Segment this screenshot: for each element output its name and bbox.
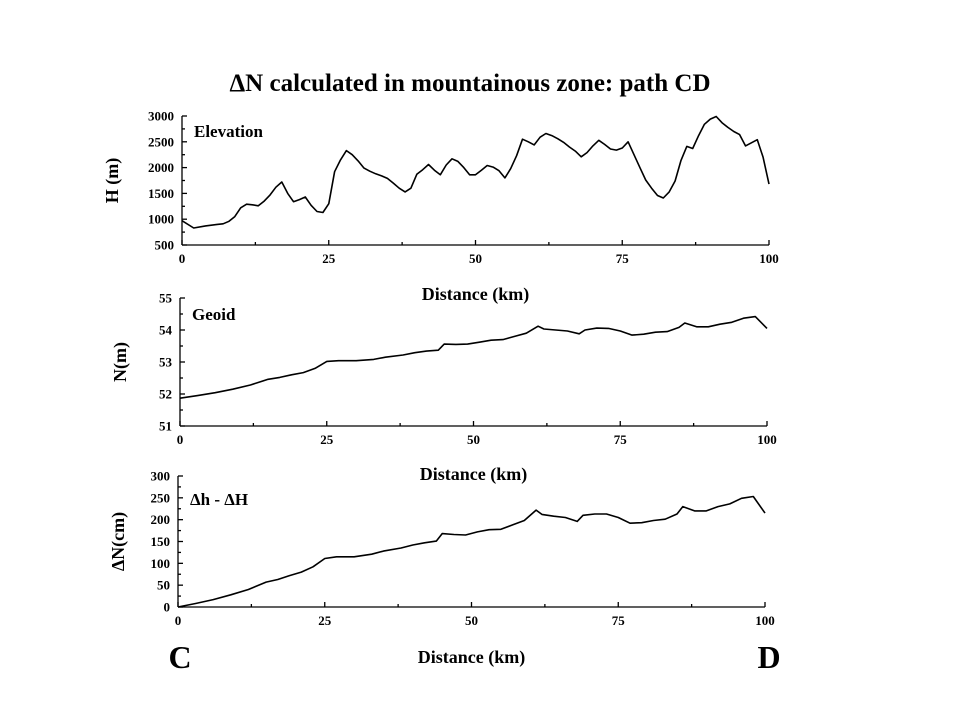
elevation-y-tick-label: 2000: [148, 160, 174, 175]
delta-n-x-tick-label: 75: [612, 613, 626, 628]
delta-n-x-tick-label: 25: [318, 613, 332, 628]
delta-n-x-tick-label: 50: [465, 613, 478, 628]
delta-n-x-tick-label: 0: [175, 613, 182, 628]
elevation-panel-label: Elevation: [194, 122, 263, 141]
path-start-label: C: [168, 639, 191, 675]
geoid-x-tick-label: 100: [757, 432, 777, 447]
delta-n-panel-label: Δh - ΔH: [190, 490, 248, 509]
delta-n-y-tick-label: 0: [164, 600, 171, 615]
elevation-y-tick-label: 1500: [148, 186, 174, 201]
elevation-y-tick-label: 3000: [148, 109, 174, 124]
elevation-x-tick-label: 50: [469, 251, 482, 266]
delta-n-y-tick-label: 150: [151, 534, 171, 549]
path-end-label: D: [757, 639, 780, 675]
elevation-y-tick-label: 500: [155, 238, 175, 253]
geoid-x-tick-label: 50: [467, 432, 480, 447]
delta-n-y-tick-label: 200: [151, 512, 171, 527]
delta-n-y-tick-label: 100: [151, 556, 171, 571]
elevation-series-line: [181, 115, 770, 229]
delta-n-y-tick-label: 250: [151, 490, 171, 505]
delta-n-y-axis-label: ΔN(cm): [108, 512, 129, 571]
geoid-x-tick-label: 75: [614, 432, 628, 447]
geoid-y-tick-label: 55: [159, 291, 173, 306]
geoid-x-axis-label: Distance (km): [420, 464, 527, 485]
geoid-series-line: [179, 315, 768, 399]
elevation-x-axis-label: Distance (km): [422, 284, 529, 305]
panels: 0 25 50 75 10050010001500200025003000Distanc…: [102, 109, 779, 669]
elevation-y-axis-label: H (m): [102, 158, 123, 203]
geoid-y-axis-label: N(m): [110, 342, 131, 382]
elevation-y-tick-label: 2500: [148, 134, 174, 149]
elevation-x-tick-label: 25: [322, 251, 336, 266]
elevation-x-tick-label: 75: [616, 251, 630, 266]
geoid-y-tick-label: 51: [159, 419, 172, 434]
geoid-panel: 0 25 50 75 100 51 52 53 54 55 Distance (km) N(m) Geo…: [110, 291, 777, 486]
delta-n-panel: 0 25 50 75 100 0 50 100 150 200 250 300 Distance (km…: [108, 469, 775, 669]
geoid-y-tick-label: 52: [159, 387, 172, 402]
geoid-x-tick-label: 0: [177, 432, 184, 447]
geoid-y-tick-label: 54: [159, 323, 173, 338]
elevation-y-tick-label: 1000: [148, 212, 174, 227]
geoid-panel-label: Geoid: [192, 305, 236, 324]
delta-n-x-axis-label: Distance (km): [418, 647, 525, 668]
delta-n-y-tick-label: 50: [157, 578, 170, 593]
elevation-panel: 0 25 50 75 100 500 1000 1500 2000 2500 3000 Distanc…: [102, 109, 779, 306]
delta-n-series-line: [177, 495, 766, 608]
geoid-y-tick-label: 53: [159, 355, 173, 370]
elevation-x-tick-label: 0: [179, 251, 186, 266]
geoid-x-tick-label: 25: [320, 432, 334, 447]
figure-title: ΔN calculated in mountainous zone: path …: [230, 70, 711, 97]
delta-n-x-tick-label: 100: [755, 613, 775, 628]
elevation-x-tick-label: 100: [759, 251, 779, 266]
delta-n-y-tick-label: 300: [151, 469, 171, 484]
